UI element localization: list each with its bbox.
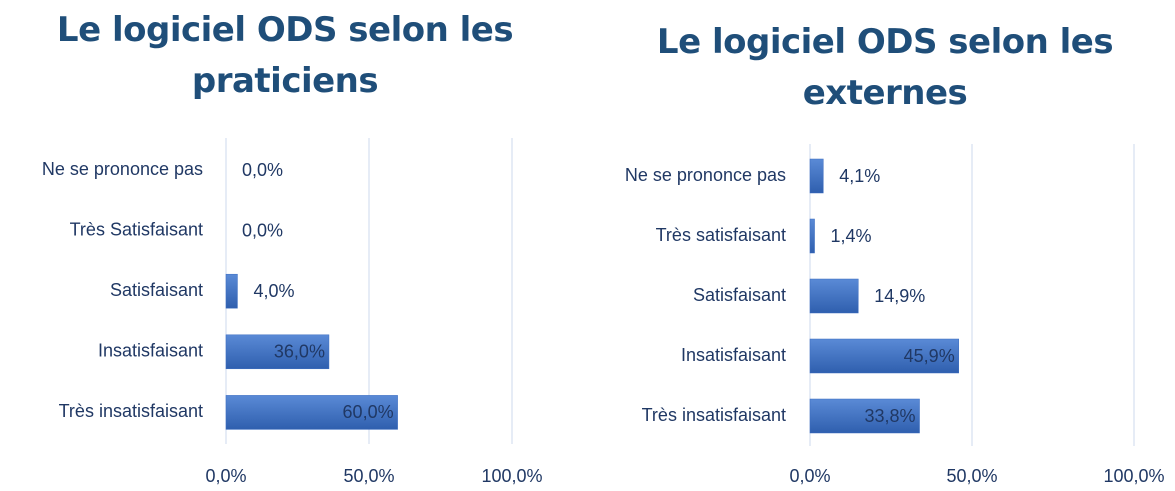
data-label: 0,0% bbox=[242, 220, 283, 240]
data-label: 36,0% bbox=[274, 342, 325, 362]
bar bbox=[809, 398, 920, 434]
data-label: 4,1% bbox=[839, 166, 880, 186]
y-tick-label: Ne se prononce pas bbox=[625, 165, 786, 185]
y-tick-label: Très Satisfaisant bbox=[70, 219, 203, 239]
y-tick-label: Insatisfaisant bbox=[681, 345, 786, 365]
bar bbox=[225, 334, 330, 370]
bar bbox=[809, 158, 824, 194]
bar bbox=[809, 218, 815, 254]
data-label: 60,0% bbox=[343, 402, 394, 422]
data-label: 1,4% bbox=[831, 226, 872, 246]
data-label: 33,8% bbox=[864, 406, 915, 426]
data-label: 0,0% bbox=[242, 160, 283, 180]
x-tick-label: 50,0% bbox=[946, 466, 997, 486]
data-label: 4,0% bbox=[253, 281, 294, 301]
data-label: 14,9% bbox=[874, 286, 925, 306]
x-tick-label: 0,0% bbox=[205, 466, 246, 486]
x-tick-label: 50,0% bbox=[343, 466, 394, 486]
y-tick-label: Ne se prononce pas bbox=[42, 159, 203, 179]
y-tick-label: Très insatisfaisant bbox=[59, 401, 203, 421]
bar bbox=[809, 338, 959, 374]
y-tick-label: Satisfaisant bbox=[110, 280, 203, 300]
chart-title: Le logiciel ODS selon les externes bbox=[656, 22, 1114, 113]
y-tick-label: Très insatisfaisant bbox=[642, 405, 786, 425]
y-tick-label: Satisfaisant bbox=[693, 285, 786, 305]
data-label: 45,9% bbox=[904, 346, 955, 366]
y-tick-label: Très satisfaisant bbox=[656, 225, 786, 245]
chart-title: Le logiciel ODS selon les praticiens bbox=[56, 10, 514, 101]
bar bbox=[225, 395, 398, 430]
x-tick-label: 100,0% bbox=[1103, 466, 1164, 486]
bar bbox=[809, 278, 859, 314]
x-tick-label: 0,0% bbox=[789, 466, 830, 486]
y-tick-label: Insatisfaisant bbox=[98, 341, 203, 361]
bar bbox=[225, 273, 238, 309]
x-tick-label: 100,0% bbox=[481, 466, 542, 486]
